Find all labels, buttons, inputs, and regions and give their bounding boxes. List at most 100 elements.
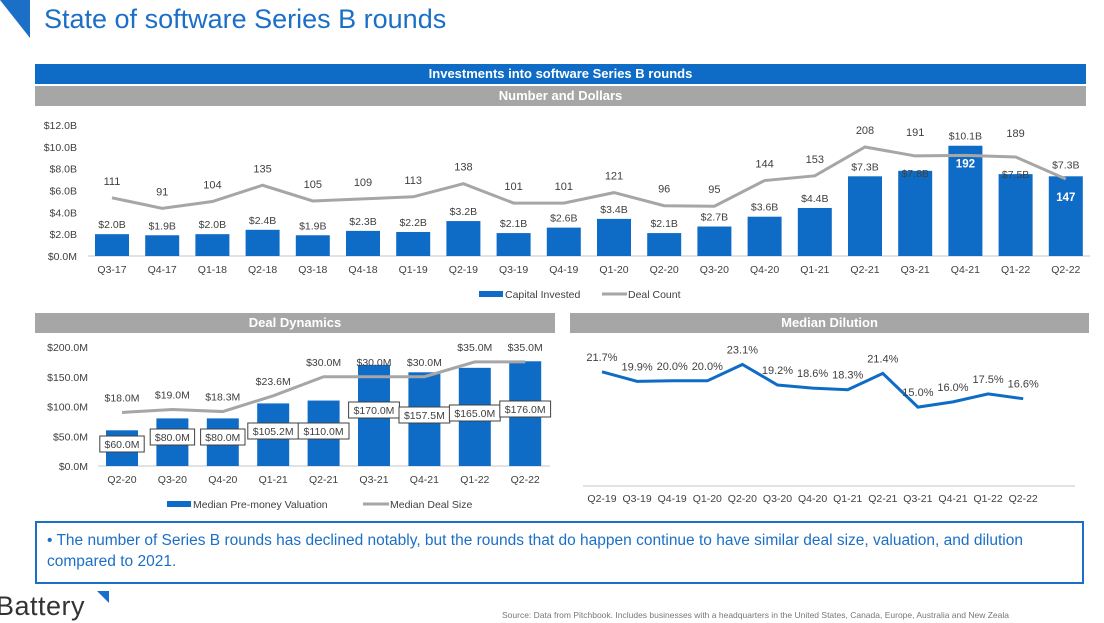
bar-capital-invested <box>245 229 280 256</box>
data-label-deal-count: 95 <box>708 184 720 196</box>
bar-capital-invested <box>145 235 180 256</box>
page-title: State of software Series B rounds <box>44 4 447 34</box>
data-label-valuation: $105.2M <box>253 426 294 438</box>
x-tick-label: Q2-18 <box>248 264 277 276</box>
bar-capital-invested <box>998 174 1033 256</box>
data-label-box-valuation <box>149 428 196 446</box>
x-tick-label: Q1-21 <box>833 493 862 505</box>
x-tick-label: Q2-22 <box>1009 493 1038 505</box>
data-label-valuation: $110.0M <box>304 426 344 438</box>
data-label-box-valuation <box>297 422 350 440</box>
data-label-capital: $1.9B <box>148 220 175 232</box>
x-tick-label: Q2-19 <box>449 264 478 276</box>
data-label-deal-count: 104 <box>203 180 221 192</box>
data-label-dilution: 15.0% <box>902 387 933 399</box>
x-tick-label: Q1-21 <box>800 264 829 276</box>
bar-capital-invested <box>747 216 782 256</box>
legend-label-pre-money-valuation: Median Pre-money Valuation <box>193 499 328 511</box>
data-label-capital: $2.1B <box>500 218 527 230</box>
data-label-deal-count: 208 <box>856 125 874 137</box>
data-label-deal-count: 111 <box>104 176 121 188</box>
y-tick-label: $200.0M <box>47 342 88 354</box>
data-label-deal-count: 121 <box>605 171 623 183</box>
data-label-capital: $7.5B <box>1002 169 1029 181</box>
x-tick-label: Q3-20 <box>763 493 792 505</box>
y-tick-label: $150.0M <box>47 372 88 384</box>
x-tick-label: Q3-18 <box>298 264 327 276</box>
x-tick-label: Q4-19 <box>658 493 687 505</box>
x-tick-label: Q1-19 <box>399 264 428 276</box>
data-label-deal-size: $35.0M <box>508 342 543 354</box>
data-label-deal-count: 91 <box>156 186 168 198</box>
data-label-capital: $2.2B <box>399 217 426 229</box>
x-tick-label: Q3-20 <box>700 264 729 276</box>
x-tick-label: Q2-21 <box>868 493 897 505</box>
data-label-valuation: $157.5M <box>404 410 445 422</box>
bar-capital-invested <box>546 227 581 256</box>
data-label-deal-count: 109 <box>354 177 372 189</box>
x-tick-label: Q3-21 <box>903 493 932 505</box>
x-tick-label: Q4-21 <box>938 493 967 505</box>
bar-capital-invested <box>446 221 481 256</box>
bar-capital-invested <box>848 176 882 256</box>
data-label-capital: $4.4B <box>801 193 828 205</box>
key-takeaway-callout: • The number of Series B rounds has decl… <box>35 521 1084 584</box>
data-label-dilution: 20.0% <box>692 361 723 373</box>
data-label-deal-count: 147 <box>1056 192 1075 204</box>
data-label-capital: $7.8B <box>901 168 928 180</box>
data-label-capital: $7.3B <box>851 161 878 173</box>
data-label-deal-size: $18.3M <box>205 392 240 404</box>
x-tick-label: Q2-21 <box>309 474 338 486</box>
data-label-dilution: 18.3% <box>832 370 863 382</box>
x-tick-label: Q4-20 <box>208 474 237 486</box>
data-label-capital: $1.9B <box>299 220 326 232</box>
x-tick-label: Q2-22 <box>1051 264 1080 276</box>
y-tick-label: $100.0M <box>47 402 88 414</box>
data-label-deal-size: $18.0M <box>104 392 139 404</box>
data-label-valuation: $170.0M <box>354 405 395 417</box>
bar-capital-invested <box>195 234 230 256</box>
bar-capital-invested <box>95 234 129 256</box>
bar-capital-invested <box>396 231 431 256</box>
data-label-valuation: $80.0M <box>155 432 190 444</box>
data-label-valuation: $60.0M <box>104 439 139 451</box>
data-label-deal-count: 113 <box>404 175 422 187</box>
legend-label-median-deal-size: Median Deal Size <box>390 499 472 511</box>
data-label-box-valuation <box>99 435 145 453</box>
logo-triangle-icon <box>97 591 109 603</box>
data-label-capital: $2.0B <box>98 219 125 231</box>
x-tick-label: Q1-21 <box>259 474 288 486</box>
chart-title-median-dilution: Median Dilution <box>570 313 1089 333</box>
data-label-dilution: 19.2% <box>762 365 793 377</box>
data-label-dilution: 19.9% <box>621 361 652 373</box>
x-tick-label: Q3-19 <box>499 264 528 276</box>
x-tick-label: Q2-20 <box>107 474 136 486</box>
data-label-capital: $2.6B <box>550 213 577 225</box>
data-label-deal-size: $30.0M <box>407 357 442 369</box>
x-tick-label: Q1-20 <box>693 493 722 505</box>
y-tick-label: $0.0M <box>48 251 77 263</box>
bar-capital-invested <box>797 207 832 256</box>
data-label-valuation: $165.0M <box>454 408 495 420</box>
x-tick-label: Q4-20 <box>750 264 779 276</box>
y-tick-label: $2.0B <box>50 229 77 241</box>
legend-label-deal-count: Deal Count <box>628 289 681 301</box>
data-label-deal-count: 192 <box>956 159 975 171</box>
data-label-deal-count: 138 <box>454 162 472 174</box>
bar-capital-invested <box>647 233 682 256</box>
data-label-deal-count: 135 <box>253 163 271 175</box>
data-label-dilution: 21.7% <box>586 352 617 364</box>
chart-title-investments: Investments into software Series B round… <box>35 64 1086 84</box>
battery-logo: Battery <box>0 591 86 621</box>
bar-capital-invested <box>697 226 732 256</box>
x-tick-label: Q2-21 <box>850 264 879 276</box>
data-label-deal-size: $19.0M <box>155 389 190 401</box>
data-label-deal-count: 101 <box>504 181 522 193</box>
line-median-dilution <box>601 362 1024 409</box>
x-tick-label: Q1-22 <box>460 474 489 486</box>
y-tick-label: $10.0B <box>44 142 77 154</box>
x-tick-label: Q2-20 <box>728 493 757 505</box>
data-label-deal-count: 189 <box>1006 128 1024 140</box>
data-label-capital: $3.6B <box>751 202 778 214</box>
